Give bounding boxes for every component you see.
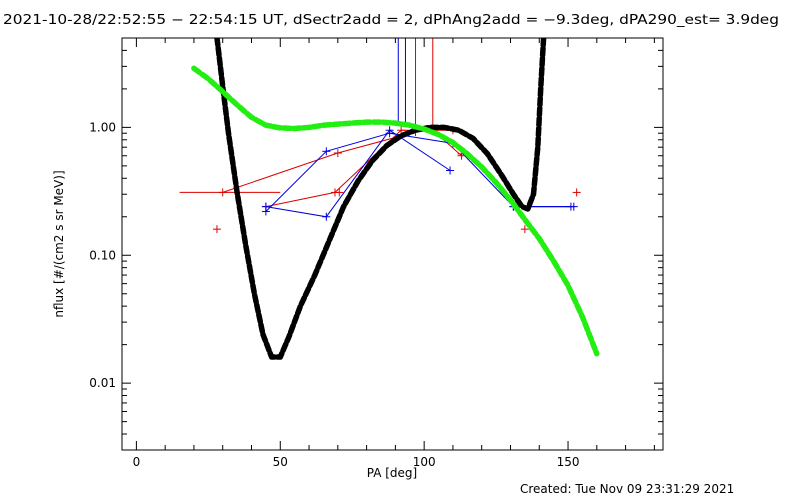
x-axis-label: PA [deg] (367, 466, 417, 480)
red-data-point (520, 225, 529, 234)
black-fit-curve (214, 38, 547, 360)
chart-title: 2021-10-28/22:52:55 − 22:54:15 UT, dSect… (3, 13, 779, 28)
blue-data-point (569, 202, 578, 211)
plot-area (179, 38, 600, 360)
created-timestamp: Created: Tue Nov 09 23:31:29 2021 (520, 482, 734, 496)
green-fit-curve (191, 65, 600, 357)
blue-series-line (265, 132, 571, 212)
axes: 0 50 100 150 0.01 0.10 1.00 (89, 37, 663, 469)
red-data-point (218, 188, 227, 197)
x-tick-label: 0 (133, 455, 141, 469)
red-data-point (212, 225, 221, 234)
y-tick-label: 1.00 (89, 120, 116, 134)
red-data-point (333, 149, 342, 158)
red-data-point (572, 188, 581, 197)
blue-data-point (261, 202, 270, 211)
y-axis-label: nflux [#/(cm2 s sr MeV)] (52, 170, 66, 317)
plot-frame (121, 37, 664, 451)
y-tick-label: 0.01 (89, 376, 116, 390)
blue-data-point (322, 212, 331, 221)
x-tick-label: 100 (413, 455, 436, 469)
x-tick-label: 150 (557, 455, 580, 469)
x-tick-label: 50 (273, 455, 288, 469)
blue-series-line (265, 129, 451, 218)
blue-data-point (385, 126, 394, 135)
blue-data-point (446, 166, 455, 175)
red-data-point (330, 188, 339, 197)
y-tick-label: 0.10 (89, 248, 116, 262)
blue-data-point (322, 147, 331, 156)
